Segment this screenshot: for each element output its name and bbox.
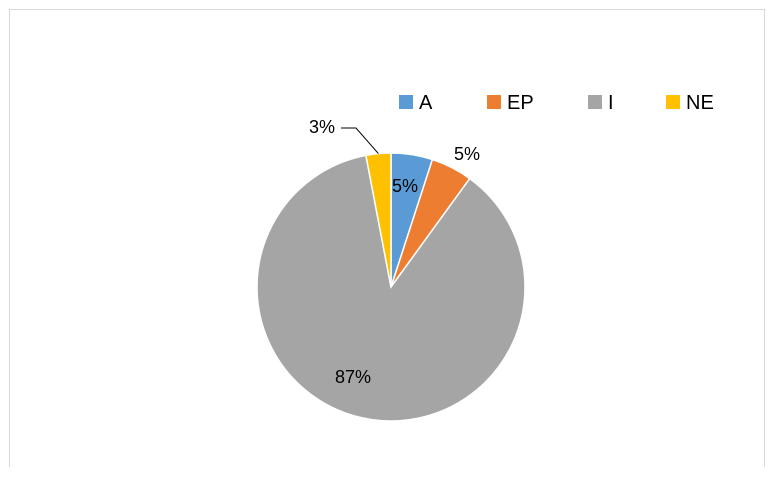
data-labels: 5% 5% 87% 3% — [309, 117, 480, 387]
data-label-i: 87% — [335, 367, 371, 387]
pie-slice-i — [256, 154, 526, 422]
legend-item-ne: NE — [666, 92, 714, 114]
legend-swatch-ep — [487, 95, 501, 109]
leader-line-ne — [341, 127, 379, 154]
data-label-ne: 3% — [309, 117, 335, 137]
legend-label-ne: NE — [686, 92, 714, 114]
data-label-ep: 5% — [454, 144, 480, 164]
legend-swatch-i — [588, 95, 602, 109]
data-label-a: 5% — [392, 176, 418, 196]
legend: A EP I NE — [399, 92, 714, 114]
legend-item-a: A — [399, 92, 433, 114]
legend-label-ep: EP — [507, 92, 534, 114]
legend-item-i: I — [588, 92, 614, 114]
legend-swatch-a — [399, 95, 413, 109]
legend-swatch-ne — [666, 95, 680, 109]
chart-frame — [9, 9, 765, 467]
pie-slices — [256, 152, 526, 422]
leader-lines — [341, 127, 379, 154]
legend-item-ep: EP — [487, 92, 534, 114]
legend-label-a: A — [419, 92, 433, 114]
legend-label-i: I — [608, 92, 614, 114]
